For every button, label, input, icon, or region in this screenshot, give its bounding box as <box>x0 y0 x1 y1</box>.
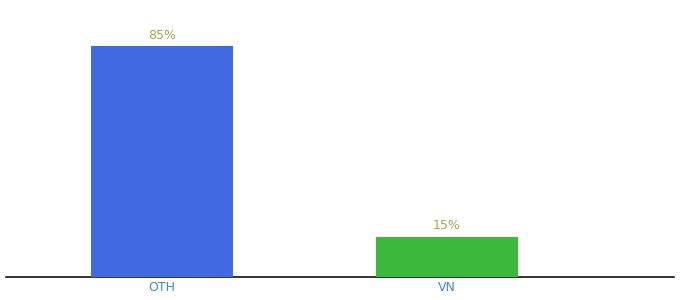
Bar <box>375 236 518 277</box>
Bar <box>91 46 233 277</box>
Text: 85%: 85% <box>148 29 176 42</box>
Text: 15%: 15% <box>432 219 460 232</box>
